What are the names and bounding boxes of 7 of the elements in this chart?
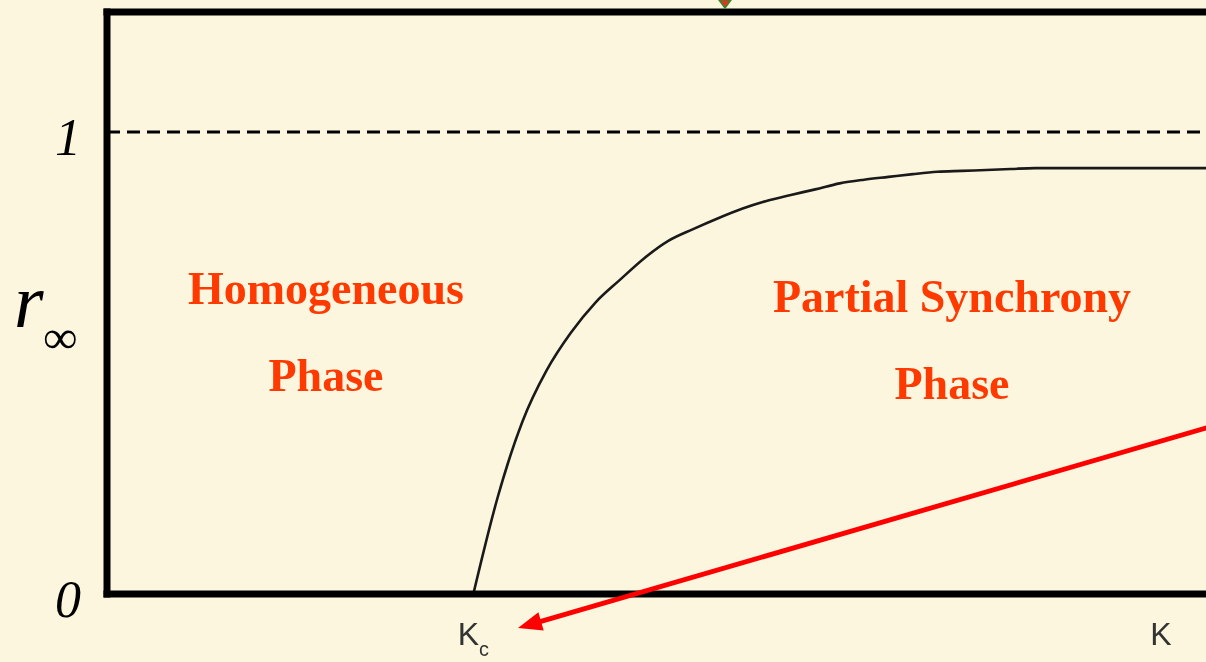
x-tick-label: K$_{c}$ (457, 616, 490, 660)
y-tick-label: 1 (55, 109, 81, 167)
annotation: Homogeneous Phase (188, 263, 464, 401)
annotation: Partial Synchrony Phase (772, 271, 1132, 409)
y-tick-label: 0 (55, 571, 81, 628)
y-axis-title: r$_{∞}$ (14, 259, 78, 363)
x-axis-title: K (1150, 616, 1172, 652)
